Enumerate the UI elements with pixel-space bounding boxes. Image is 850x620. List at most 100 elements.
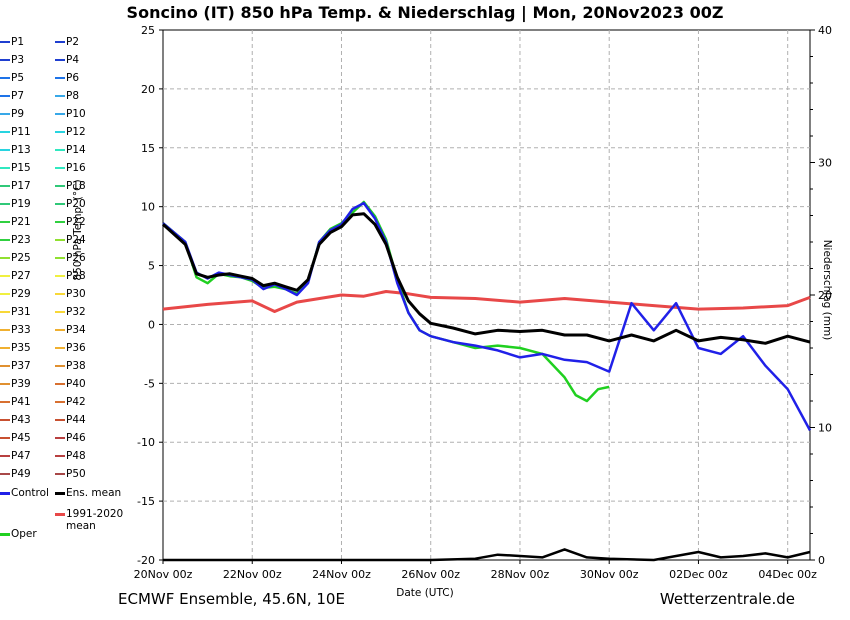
legend-label: P48 [66, 450, 86, 462]
legend-label: P17 [11, 180, 31, 192]
chart-title: Soncino (IT) 850 hPa Temp. & Niederschla… [126, 3, 724, 22]
legend-item: P31 [0, 306, 31, 318]
legend-label: P31 [11, 306, 31, 318]
legend-label: P5 [11, 72, 25, 84]
legend-label: P33 [11, 324, 31, 336]
series-precip-mean [163, 548, 811, 562]
legend-item: P48 [55, 450, 86, 462]
legend-label: P34 [66, 324, 86, 336]
legend-label: P6 [66, 72, 80, 84]
legend-label: P37 [11, 360, 31, 372]
y-axis-label-left: 850 hPa Temp. (°C) [72, 179, 84, 281]
legend-item: P7 [0, 90, 24, 102]
y-tick-label: 25 [141, 24, 155, 37]
legend-swatch [55, 293, 65, 295]
legend-item: P40 [55, 378, 86, 390]
legend-item: P41 [0, 396, 31, 408]
legend-label: P49 [11, 468, 31, 480]
legend-swatch [0, 203, 10, 205]
legend-item: P12 [55, 126, 86, 138]
legend-swatch [55, 257, 65, 259]
legend-label: P1 [11, 36, 25, 48]
legend-swatch [0, 293, 10, 295]
legend-label: P27 [11, 270, 31, 282]
legend-item: P27 [0, 270, 31, 282]
legend-item: P26 [55, 252, 86, 264]
legend-item: Ens. mean [55, 487, 121, 499]
legend-item: P6 [55, 72, 79, 84]
legend-swatch [55, 149, 65, 151]
legend-item: P24 [55, 234, 86, 246]
legend-swatch [0, 113, 10, 115]
y-right-tick-label: 0 [818, 554, 825, 567]
legend-swatch [0, 491, 10, 495]
legend-label: P16 [66, 162, 86, 174]
legend-label: P32 [66, 306, 86, 318]
legend-label: Control [11, 487, 49, 499]
y-right-tick-label: 30 [818, 157, 832, 170]
legend-label: P8 [66, 90, 80, 102]
legend-item: P25 [0, 252, 31, 264]
legend-swatch [0, 437, 10, 439]
legend-item: P16 [55, 162, 86, 174]
footer-site[interactable]: Wetterzentrale.de [659, 590, 795, 608]
y-right-tick-label: 40 [818, 24, 832, 37]
series-control [162, 201, 812, 431]
legend-swatch [0, 221, 10, 223]
x-tick-label: 26Nov 00z [401, 568, 460, 581]
legend-item: P47 [0, 450, 31, 462]
legend-label: P2 [66, 36, 80, 48]
legend-swatch [55, 239, 65, 241]
legend-label: P18 [66, 180, 86, 192]
legend-swatch [55, 491, 65, 495]
legend-item: P9 [0, 108, 24, 120]
legend-label: P22 [66, 216, 86, 228]
legend-swatch [55, 95, 65, 97]
legend-item: P14 [55, 144, 86, 156]
legend-item: P46 [55, 432, 86, 444]
legend-label: P46 [66, 432, 86, 444]
legend-item: P4 [55, 54, 79, 66]
legend-swatch [0, 131, 10, 133]
legend-swatch [0, 77, 10, 79]
legend-item: P36 [55, 342, 86, 354]
legend-item: P33 [0, 324, 31, 336]
legend-label: P41 [11, 396, 31, 408]
legend-item: P44 [55, 414, 86, 426]
legend-swatch [55, 437, 65, 439]
x-tick-label: 04Dec 00z [758, 568, 817, 581]
x-tick-label: 28Nov 00z [491, 568, 550, 581]
legend-label: P45 [11, 432, 31, 444]
legend-label: P10 [66, 108, 86, 120]
legend-swatch [0, 365, 10, 367]
legend-label: P26 [66, 252, 86, 264]
legend-label: 1991-2020 mean [66, 508, 124, 532]
legend-swatch [55, 77, 65, 79]
y-tick-label: -15 [137, 495, 155, 508]
legend-swatch [0, 455, 10, 457]
legend-swatch [0, 532, 10, 536]
legend-label: Oper [11, 528, 37, 540]
plot-frame [162, 29, 811, 561]
legend-swatch [55, 131, 65, 133]
x-tick-label: 30Nov 00z [580, 568, 639, 581]
legend-item: P42 [55, 396, 86, 408]
legend-swatch [0, 329, 10, 331]
legend-item: Control [0, 487, 49, 499]
legend-item: P11 [0, 126, 31, 138]
legend-item: P20 [55, 198, 86, 210]
legend-label: P38 [66, 360, 86, 372]
x-axis-label: Date (UTC) [396, 587, 454, 599]
legend-label: P40 [66, 378, 86, 390]
legend-item: P10 [55, 108, 86, 120]
legend-label: P43 [11, 414, 31, 426]
series-climate-mean [162, 290, 811, 313]
legend-swatch [55, 185, 65, 187]
legend-swatch [55, 455, 65, 457]
legend-swatch [55, 419, 65, 421]
legend-item: P21 [0, 216, 31, 228]
legend-label: P3 [11, 54, 25, 66]
legend-swatch [0, 473, 10, 475]
legend-label: P15 [11, 162, 31, 174]
x-tick-label: 02Dec 00z [669, 568, 728, 581]
